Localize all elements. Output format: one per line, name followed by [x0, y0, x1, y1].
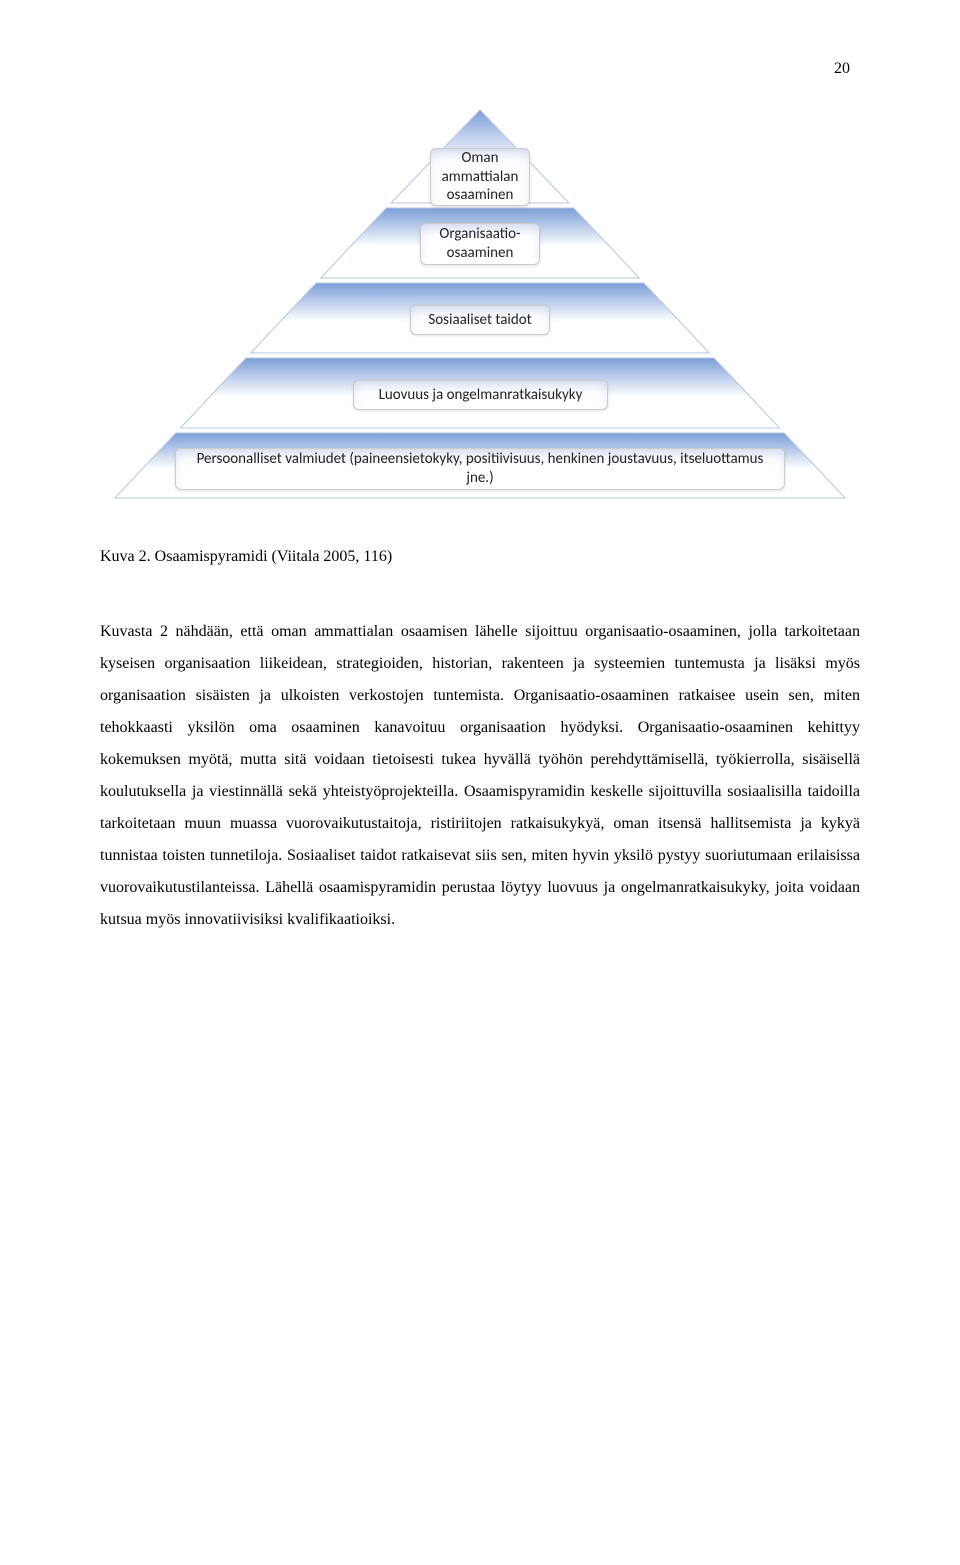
- pyramid-level-1: Organisaatio-osaaminen: [420, 223, 540, 265]
- pyramid-level-4: Persoonalliset valmiudet (paineensietoky…: [175, 448, 785, 490]
- pyramid-level-0: Omanammattialanosaaminen: [430, 148, 530, 206]
- body-paragraph: Kuvasta 2 nähdään, että oman ammattialan…: [100, 616, 860, 936]
- page-number: 20: [100, 60, 860, 78]
- figure-caption: Kuva 2. Osaamispyramidi (Viitala 2005, 1…: [100, 548, 860, 566]
- pyramid-level-3: Luovuus ja ongelmanratkaisukyky: [353, 380, 608, 410]
- pyramid-diagram: Omanammattialanosaaminen Organisaatio-osa…: [100, 108, 860, 508]
- pyramid-level-2: Sosiaaliset taidot: [410, 305, 550, 335]
